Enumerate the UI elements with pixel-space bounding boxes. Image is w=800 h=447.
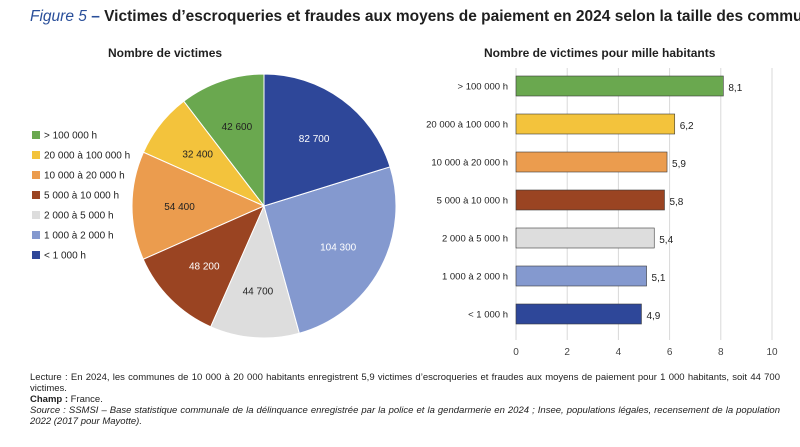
pie-value-label-5: 104 300 <box>320 242 357 253</box>
pie-legend-label-3: 5 000 à 10 000 h <box>44 191 119 202</box>
figure-label: Figure 5 <box>30 8 87 25</box>
pie-legend-label-4: 2 000 à 5 000 h <box>44 211 114 222</box>
champ-note: Champ : France. <box>30 394 780 405</box>
bar-value-label-2: 5,9 <box>672 159 686 170</box>
bar-value-label-3: 5,8 <box>669 197 683 208</box>
pie-legend-swatch-2 <box>32 171 40 179</box>
champ-text: France. <box>70 394 103 405</box>
pie-legend-swatch-3 <box>32 191 40 199</box>
bar-category-label-0: > 100 000 h <box>458 82 508 93</box>
figure-notes: Lecture : En 2024, les communes de 10 00… <box>30 372 780 427</box>
pie-value-label-6: 82 700 <box>299 134 330 145</box>
pie-slice-4 <box>210 204 300 339</box>
bar-4 <box>515 227 655 249</box>
bar-category-label-2: 10 000 à 20 000 h <box>431 158 508 169</box>
bar-value-label-0: 8,1 <box>728 83 742 94</box>
pie-legend-label-6: < 1 000 h <box>44 251 86 262</box>
pie-legend-label-2: 10 000 à 20 000 h <box>44 171 125 182</box>
bar-category-label-6: < 1 000 h <box>468 310 508 321</box>
bar-2 <box>515 151 668 173</box>
figure-title-text: Victimes d’escroqueries et fraudes aux m… <box>104 8 800 25</box>
pie-value-label-0: 42 600 <box>222 122 253 133</box>
figure-title: Figure 5 – Victimes d’escroqueries et fr… <box>30 8 800 26</box>
bar-1 <box>515 113 676 135</box>
bar-value-label-6: 4,9 <box>646 311 660 322</box>
pie-slice-0 <box>182 73 265 208</box>
pie-slice-6 <box>263 73 391 207</box>
pie-value-label-1: 32 400 <box>182 150 213 161</box>
source-label: Source : <box>30 405 66 416</box>
bar-chart-title: Nombre de victimes pour mille habitants <box>484 46 716 60</box>
bar-5 <box>515 265 647 287</box>
bar-category-label-1: 20 000 à 100 000 h <box>426 120 508 131</box>
bar-category-label-3: 5 000 à 10 000 h <box>437 196 508 207</box>
bar-category-label-5: 1 000 à 2 000 h <box>442 272 508 283</box>
pie-legend-label-0: > 100 000 h <box>44 131 97 142</box>
pie-slice-2 <box>131 151 266 260</box>
pie-legend-swatch-4 <box>32 211 40 219</box>
bar-x-tick-4: 8 <box>718 347 724 358</box>
lecture-label: Lecture : <box>30 372 68 383</box>
bar-x-tick-1: 2 <box>564 347 570 358</box>
pie-legend-swatch-5 <box>32 231 40 239</box>
bar-3 <box>515 189 665 211</box>
bar-value-label-5: 5,1 <box>652 273 666 284</box>
pie-slice-5 <box>263 166 397 334</box>
pie-chart: 42 600 32 400 54 400 48 200 44 700 104 300 82 … <box>32 73 397 339</box>
pie-legend-swatch-0 <box>32 131 40 139</box>
pie-value-label-4: 44 700 <box>243 286 274 297</box>
lecture-note: Lecture : En 2024, les communes de 10 00… <box>30 372 780 394</box>
bar-x-tick-0: 0 <box>513 347 519 358</box>
figure-dash: – <box>91 8 100 25</box>
pie-chart-title: Nombre de victimes <box>108 46 223 60</box>
pie-value-label-2: 54 400 <box>164 202 195 213</box>
bar-category-label-4: 2 000 à 5 000 h <box>442 234 508 245</box>
pie-value-label-3: 48 200 <box>189 262 220 273</box>
bar-value-label-4: 5,4 <box>659 235 673 246</box>
lecture-text: En 2024, les communes de 10 000 à 20 000… <box>30 372 780 394</box>
pie-slice-3 <box>142 205 265 328</box>
source-text: SSMSI – Base statistique communale de la… <box>30 405 780 427</box>
pie-legend-label-5: 1 000 à 2 000 h <box>44 231 114 242</box>
bar-chart: > 100 000 h 20 000 à 100 000 h 10 000 à 20… <box>426 68 778 358</box>
pie-legend-swatch-6 <box>32 251 40 259</box>
bar-x-tick-3: 6 <box>667 347 673 358</box>
bar-0 <box>515 75 724 97</box>
bar-x-tick-5: 10 <box>766 347 778 358</box>
bar-value-label-1: 6,2 <box>680 121 694 132</box>
pie-legend-label-1: 20 000 à 100 000 h <box>44 151 130 162</box>
champ-label: Champ : <box>30 394 68 405</box>
pie-legend-swatch-1 <box>32 151 40 159</box>
source-note: Source : SSMSI – Base statistique commun… <box>30 405 780 427</box>
bar-x-tick-2: 4 <box>616 347 622 358</box>
bar-6 <box>515 303 642 325</box>
